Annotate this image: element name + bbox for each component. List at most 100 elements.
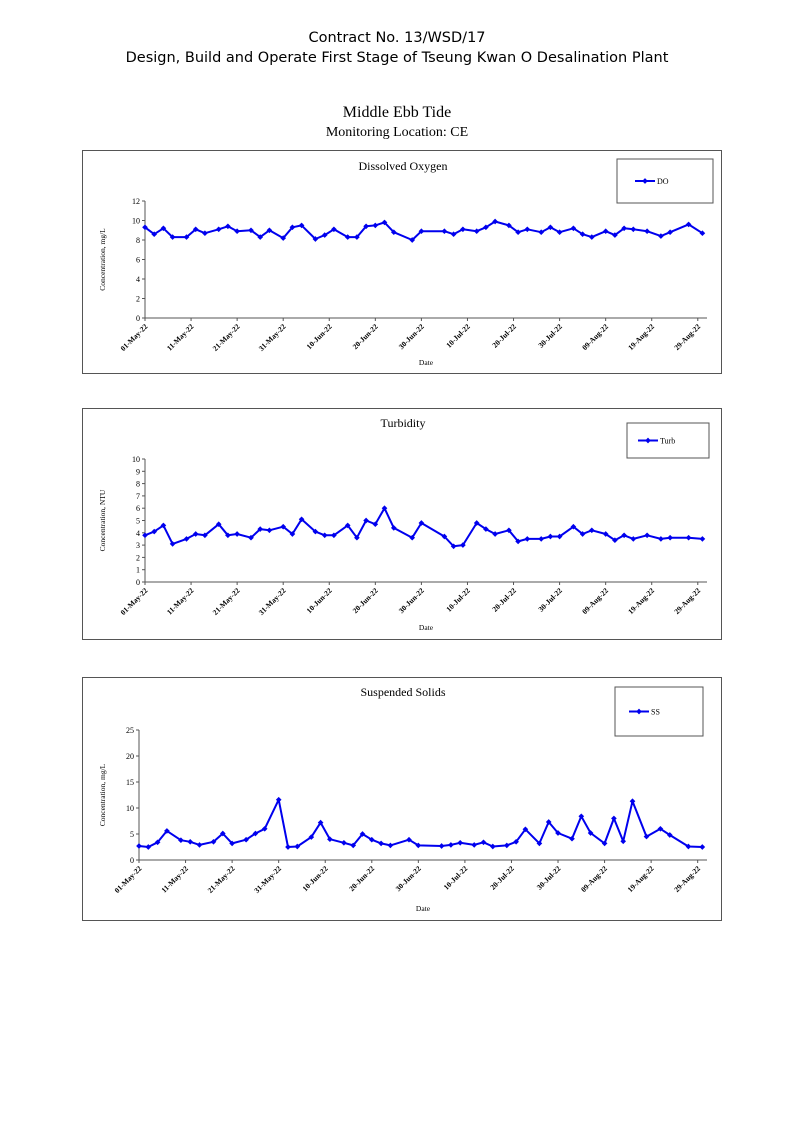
chart-title: Turbidity (381, 416, 426, 430)
x-tick-label: 29-Aug-22 (672, 864, 702, 894)
x-tick-label: 30-Jul-22 (536, 586, 564, 614)
data-point (390, 229, 397, 236)
data-point (280, 523, 287, 530)
data-point (169, 541, 176, 547)
x-tick-label: 11-May-22 (159, 864, 190, 895)
data-point (248, 227, 254, 234)
data-point (275, 796, 282, 803)
data-point (620, 838, 627, 845)
data-point (602, 531, 609, 537)
data-point (321, 232, 328, 238)
x-tick-label: 11-May-22 (165, 322, 196, 353)
data-point (289, 224, 296, 231)
data-point (556, 533, 563, 540)
data-point (588, 527, 595, 534)
x-tick-label: 21-May-22 (206, 864, 237, 895)
data-point (164, 828, 170, 834)
x-tick-label: 31-May-22 (257, 322, 288, 353)
data-point (308, 834, 315, 840)
data-point (183, 234, 190, 240)
contract-number: Contract No. 13/WSD/17 (308, 30, 486, 46)
data-point (266, 227, 273, 234)
data-point (151, 231, 158, 238)
series-line (138, 798, 703, 848)
y-tick-label: 10 (132, 217, 140, 226)
data-point (136, 843, 142, 849)
data-point (538, 229, 545, 236)
y-tick-label: 2 (136, 295, 140, 304)
data-point (418, 228, 425, 235)
data-point (685, 843, 692, 850)
x-tick-label: 01-May-22 (119, 586, 150, 617)
data-point (588, 234, 595, 240)
data-point (630, 536, 637, 542)
data-point (685, 534, 692, 541)
data-point (471, 842, 478, 848)
data-point (448, 842, 454, 848)
x-tick-label: 19-Aug-22 (626, 586, 656, 616)
y-tick-label: 6 (136, 504, 140, 513)
data-point (667, 229, 673, 236)
x-tick-label: 10-Jul-22 (442, 864, 470, 892)
y-tick-label: 20 (126, 752, 134, 761)
data-point (331, 226, 337, 233)
x-tick-label: 21-May-22 (211, 586, 242, 617)
legend-marker (645, 437, 651, 444)
monitoring-location: Monitoring Location: CE (325, 125, 469, 140)
x-tick-label: 10-Jun-22 (305, 322, 334, 351)
data-point (457, 839, 464, 846)
y-tick-label: 8 (136, 480, 140, 489)
data-point (667, 534, 673, 541)
data-point (555, 830, 561, 836)
data-point (160, 522, 167, 529)
legend-marker (642, 178, 648, 184)
data-point (344, 234, 351, 240)
chart-canvas: Suspended Solids 0 5 10 15 20 25 01-May-22 11-Ma… (98, 685, 707, 913)
x-tick-label: 10-Jul-22 (444, 586, 472, 614)
x-tick-label: 09-Aug-22 (580, 586, 610, 616)
x-tick-label: 20-Jul-22 (488, 864, 516, 892)
data-point (621, 225, 627, 232)
legend-label: Turb (660, 437, 675, 446)
y-tick-label: 0 (136, 578, 140, 587)
data-point (515, 229, 521, 236)
data-point (489, 843, 496, 850)
x-tick-label: 20-Jun-22 (347, 864, 376, 893)
data-point (317, 819, 324, 826)
data-point (359, 831, 366, 837)
y-tick-label: 12 (132, 197, 140, 206)
data-point (545, 819, 552, 825)
data-point (298, 222, 305, 229)
x-tick-label: 10-Jun-22 (301, 864, 330, 893)
data-point (354, 234, 360, 240)
y-tick-label: 15 (126, 778, 134, 787)
y-axis-label: Concentration, NTU (98, 489, 107, 551)
x-tick-label: 20-Jul-22 (490, 322, 518, 350)
x-tick-label: 01-May-22 (119, 322, 150, 353)
x-tick-label: 30-Jun-22 (397, 322, 426, 351)
x-tick-label: 09-Aug-22 (579, 864, 609, 894)
data-point (699, 844, 706, 850)
data-point (363, 223, 369, 230)
data-point (441, 228, 448, 235)
data-point (192, 531, 199, 537)
x-tick-label: 20-Jul-22 (490, 586, 518, 614)
data-point (381, 219, 388, 226)
data-point (612, 537, 618, 544)
x-tick-label: 10-Jul-22 (444, 322, 472, 350)
data-point (285, 844, 291, 850)
x-tick-label: 31-May-22 (257, 586, 288, 617)
data-point (492, 218, 498, 225)
data-point (229, 840, 235, 847)
data-point (441, 533, 448, 540)
y-tick-label: 0 (130, 856, 134, 865)
data-point (629, 798, 636, 805)
y-tick-label: 5 (130, 830, 134, 839)
y-tick-label: 5 (136, 517, 140, 526)
data-point (312, 236, 319, 242)
data-point (473, 228, 480, 235)
data-point (611, 815, 617, 822)
y-tick-label: 3 (136, 541, 140, 550)
data-point (578, 813, 585, 820)
y-tick-label: 9 (136, 467, 140, 476)
